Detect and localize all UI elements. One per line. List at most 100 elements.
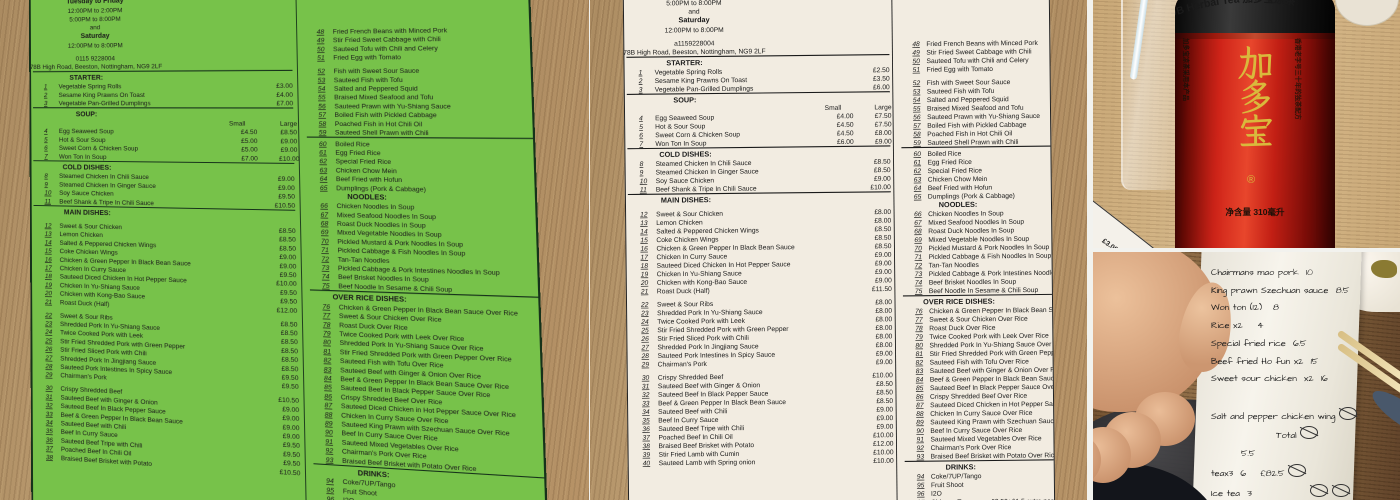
svg-text:Steamed Chicken In Chili Sauce: Steamed Chicken In Chili Sauce bbox=[656, 160, 752, 168]
svg-text:54: 54 bbox=[318, 86, 326, 93]
svg-text:64: 64 bbox=[320, 176, 328, 183]
svg-text:NOODLES:: NOODLES: bbox=[939, 200, 978, 209]
svg-text:Coke Chicken Wings: Coke Chicken Wings bbox=[60, 248, 119, 257]
svg-text:Stir Fried Shredded Pork with: Stir Fried Shredded Pork with Green Pepp… bbox=[930, 349, 1057, 358]
svg-text:£4.50: £4.50 bbox=[837, 122, 854, 129]
svg-text:£12.00: £12.00 bbox=[277, 307, 298, 315]
svg-text:76: 76 bbox=[322, 303, 330, 311]
svg-text:£10.50: £10.50 bbox=[280, 469, 301, 478]
svg-text:77: 77 bbox=[323, 312, 331, 320]
svg-text:37: 37 bbox=[642, 435, 650, 442]
svg-text:48: 48 bbox=[317, 29, 325, 36]
svg-text:Braised Mixed Seafood and Tofu: Braised Mixed Seafood and Tofu bbox=[927, 105, 1024, 113]
svg-text:£9.00: £9.00 bbox=[875, 252, 892, 259]
svg-text:Salted and Peppered Squid: Salted and Peppered Squid bbox=[927, 96, 1009, 104]
svg-text:£6.00: £6.00 bbox=[837, 139, 854, 146]
svg-text:31: 31 bbox=[642, 383, 650, 390]
svg-text:37: 37 bbox=[46, 445, 53, 453]
svg-text:STARTER:: STARTER: bbox=[666, 58, 702, 67]
svg-text:Saturday: Saturday bbox=[81, 31, 110, 40]
svg-text:Chicken & Green Pepper In Blac: Chicken & Green Pepper In Black Bean Sau… bbox=[929, 306, 1056, 315]
svg-text:Roast Duck Noodles In Soup: Roast Duck Noodles In Soup bbox=[337, 221, 426, 230]
svg-text:Sweet Corn & Chicken Soup: Sweet Corn & Chicken Soup bbox=[59, 145, 139, 153]
svg-text:£3.00: £3.00 bbox=[276, 83, 293, 90]
svg-text:£9.00: £9.00 bbox=[874, 176, 891, 183]
svg-text:26: 26 bbox=[44, 346, 52, 353]
svg-text:30: 30 bbox=[46, 385, 53, 392]
svg-text:50: 50 bbox=[912, 58, 920, 65]
svg-text:78B High Road, Beeston, Nottin: 78B High Road, Beeston, Nottingham, NG9 … bbox=[31, 63, 163, 71]
svg-text:27: 27 bbox=[44, 355, 52, 362]
svg-text:£8.00: £8.00 bbox=[874, 209, 891, 216]
svg-text:Beef Brisket Noodles In Soup: Beef Brisket Noodles In Soup bbox=[929, 279, 1017, 287]
svg-text:70: 70 bbox=[914, 245, 922, 252]
svg-text:£9.00: £9.00 bbox=[876, 406, 893, 413]
svg-text:Sweet & Sour Ribs: Sweet & Sour Ribs bbox=[60, 312, 113, 321]
svg-text:76: 76 bbox=[915, 308, 923, 315]
svg-text:Steamed Chicken In Ginger Sauc: Steamed Chicken In Ginger Sauce bbox=[656, 168, 759, 176]
svg-text:94: 94 bbox=[917, 474, 925, 481]
svg-text:4: 4 bbox=[44, 128, 48, 135]
svg-text:80: 80 bbox=[323, 339, 331, 347]
svg-text:£8.50: £8.50 bbox=[280, 129, 297, 136]
svg-text:59: 59 bbox=[319, 129, 327, 136]
svg-text:Salted and Peppered Squid: Salted and Peppered Squid bbox=[334, 85, 418, 92]
svg-text:Pickled Cabbage & Pork Intesti: Pickled Cabbage & Pork Intestines Noodle… bbox=[929, 269, 1057, 278]
svg-text:12:00PM to 8:00PM: 12:00PM to 8:00PM bbox=[665, 27, 725, 35]
svg-text:Fruit Shoot: Fruit Shoot bbox=[343, 488, 377, 498]
svg-text:£12.00: £12.00 bbox=[873, 441, 894, 448]
svg-text:£7.00: £7.00 bbox=[241, 155, 258, 162]
svg-text:£8.00: £8.00 bbox=[875, 308, 892, 315]
svg-text:£9.00: £9.00 bbox=[282, 406, 299, 414]
svg-text:Braised Beef Brisket with Pota: Braised Beef Brisket with Potato bbox=[61, 455, 152, 468]
svg-text:Soy Sauce Chicken: Soy Sauce Chicken bbox=[59, 190, 114, 198]
svg-text:66: 66 bbox=[320, 203, 328, 210]
svg-text:89: 89 bbox=[916, 419, 924, 426]
svg-text:52: 52 bbox=[317, 68, 325, 75]
svg-text:Beef & Green Pepper In Black B: Beef & Green Pepper In Black Bean Sauce bbox=[658, 399, 786, 407]
svg-text:£8.00: £8.00 bbox=[876, 342, 893, 349]
svg-text:Fried Egg with Tomato: Fried Egg with Tomato bbox=[333, 54, 401, 62]
svg-text:Braised Mixed Seafood and Tofu: Braised Mixed Seafood and Tofu bbox=[334, 94, 434, 101]
svg-text:Small: Small bbox=[229, 121, 246, 128]
svg-text:38: 38 bbox=[46, 454, 53, 462]
svg-text:£8.50: £8.50 bbox=[281, 347, 298, 355]
svg-text:Chairman's Pork: Chairman's Pork bbox=[60, 372, 107, 381]
svg-text:£9.00: £9.00 bbox=[875, 138, 892, 145]
svg-text:62: 62 bbox=[319, 158, 327, 165]
svg-text:53: 53 bbox=[913, 89, 921, 96]
svg-text:2: 2 bbox=[638, 78, 643, 85]
svg-text:Sauteed Lamb with Spring onion: Sauteed Lamb with Spring onion bbox=[659, 459, 756, 467]
svg-text:84: 84 bbox=[324, 375, 332, 383]
svg-text:Won Ton In Soup: Won Ton In Soup bbox=[59, 153, 107, 160]
svg-text:£8.50: £8.50 bbox=[875, 235, 892, 242]
svg-text:Crispy Shredded Beef: Crispy Shredded Beef bbox=[658, 374, 724, 382]
svg-text:£4.00: £4.00 bbox=[276, 92, 293, 99]
svg-text:75: 75 bbox=[322, 282, 330, 290]
svg-text:Sauteed Prawn with Yu-Shiang S: Sauteed Prawn with Yu-Shiang Sauce bbox=[927, 113, 1040, 121]
svg-text:a1159228004: a1159228004 bbox=[674, 40, 715, 47]
svg-text:71: 71 bbox=[321, 247, 329, 254]
svg-text:COLD DISHES:: COLD DISHES: bbox=[659, 149, 711, 159]
svg-text:66: 66 bbox=[914, 211, 922, 218]
svg-text:STARTER:: STARTER: bbox=[69, 73, 103, 82]
svg-text:Sauteed Tofu with Chili and Ce: Sauteed Tofu with Chili and Celery bbox=[333, 45, 439, 53]
svg-text:JDB Herbal Tea 加多宝凉茶: JDB Herbal Tea 加多宝凉茶 bbox=[1175, 0, 1297, 22]
svg-text:£9.50: £9.50 bbox=[282, 383, 299, 391]
svg-text:Chicken Chow Mein: Chicken Chow Mein bbox=[336, 167, 398, 175]
svg-text:£8.00: £8.00 bbox=[875, 316, 892, 323]
svg-text:DRINKS:: DRINKS: bbox=[358, 468, 390, 480]
svg-text:89: 89 bbox=[325, 420, 333, 428]
svg-text:81: 81 bbox=[323, 348, 331, 356]
svg-text:86: 86 bbox=[916, 394, 924, 401]
svg-text:Tan-Tan Noodles: Tan-Tan Noodles bbox=[929, 262, 980, 270]
svg-text:£5.00: £5.00 bbox=[241, 146, 258, 153]
svg-text:84: 84 bbox=[916, 377, 924, 384]
svg-text:Small: Small bbox=[825, 105, 842, 112]
svg-text:51: 51 bbox=[913, 67, 921, 74]
svg-text:£8.50: £8.50 bbox=[279, 236, 296, 244]
svg-text:I2O: I2O bbox=[931, 491, 942, 498]
svg-text:Vegetable Spring Rolls: Vegetable Spring Rolls bbox=[59, 83, 123, 90]
svg-text:69: 69 bbox=[321, 229, 329, 236]
svg-text:Fruit Shoot: Fruit Shoot bbox=[931, 482, 964, 489]
